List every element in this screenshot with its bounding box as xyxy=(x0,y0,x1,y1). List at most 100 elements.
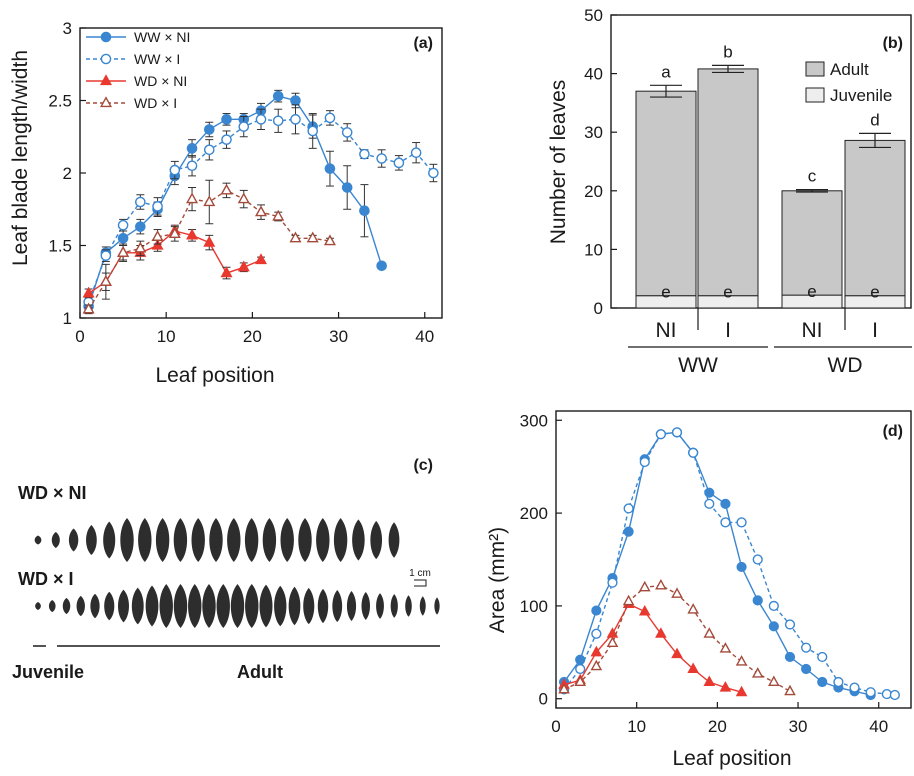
panel-a-xlabel: Leaf position xyxy=(155,364,274,387)
legend-swatch xyxy=(805,87,825,103)
leaf-silhouette xyxy=(155,518,170,562)
leaf-silhouette xyxy=(118,589,129,623)
data-point xyxy=(272,115,284,127)
y-tick-label: 2 xyxy=(63,164,72,183)
leaf-silhouette xyxy=(376,593,384,619)
y-tick-label: 1.5 xyxy=(48,237,72,256)
leaf-silhouette xyxy=(317,588,329,624)
leaf-silhouette xyxy=(35,602,41,610)
data-point xyxy=(135,221,146,232)
leaf-silhouette xyxy=(62,597,71,615)
data-point xyxy=(186,228,199,240)
data-point xyxy=(376,260,387,272)
data-point xyxy=(622,594,635,606)
data-point xyxy=(719,642,732,653)
legend-marker xyxy=(99,96,113,108)
leaf-silhouette xyxy=(173,584,188,628)
leaf-silhouette xyxy=(48,599,56,613)
panel-d-label: (d) xyxy=(883,423,903,440)
data-point xyxy=(703,675,716,687)
data-point xyxy=(720,498,731,509)
panel-d: (d) Leaf position Area (mm²) 0 10 20 30 40 0 1… xyxy=(486,410,912,770)
leaf-silhouette xyxy=(316,518,330,562)
legend-marker xyxy=(100,31,112,43)
leaf-silhouette xyxy=(303,587,315,625)
data-point xyxy=(169,164,181,176)
data-point xyxy=(623,503,634,514)
leaf-silhouette xyxy=(76,595,85,617)
data-point xyxy=(341,182,353,193)
leaf-silhouette xyxy=(230,584,245,628)
scale-bar-label: 1 cm xyxy=(409,568,431,579)
legend-label: WD × NI xyxy=(134,73,187,89)
leaf-silhouette xyxy=(332,589,343,623)
data-point xyxy=(152,201,163,212)
data-point xyxy=(221,134,232,145)
significance-letter: a xyxy=(661,62,671,81)
series-wd_i xyxy=(82,179,336,315)
data-point xyxy=(135,196,146,208)
x-tick-label: 20 xyxy=(708,717,727,736)
leaf-silhouette xyxy=(434,597,440,615)
leaf-silhouette xyxy=(352,519,365,561)
data-point xyxy=(82,286,95,298)
x-tick-label: 30 xyxy=(789,717,808,736)
data-point xyxy=(607,577,618,588)
data-point xyxy=(889,689,900,701)
bar-adult xyxy=(635,90,697,297)
data-point xyxy=(687,662,699,674)
data-point xyxy=(324,163,336,174)
panel-a-label: (a) xyxy=(413,35,433,52)
significance-letter: c xyxy=(808,167,817,186)
data-point xyxy=(203,124,215,135)
data-point xyxy=(720,517,731,528)
significance-letter: e xyxy=(870,283,879,302)
data-point xyxy=(575,663,586,675)
data-point xyxy=(100,250,112,261)
data-point xyxy=(817,651,828,663)
leaf-silhouette xyxy=(173,518,188,562)
panel-a: (a) Leaf position Leaf blade length/widt… xyxy=(9,19,443,387)
row-wd-ni-label: WD × NI xyxy=(18,483,87,503)
leaf-silhouette xyxy=(262,518,277,562)
data-point xyxy=(590,659,603,671)
data-point xyxy=(186,160,198,172)
panel-a-frame xyxy=(79,27,443,319)
leaf-silhouette xyxy=(68,528,79,552)
data-point xyxy=(784,684,796,696)
data-point xyxy=(655,627,667,638)
panel-c: (c) WD × NI WD × I 1 cm Juvenile Adult xyxy=(12,457,440,682)
panel-b-frame xyxy=(610,14,912,309)
y-tick-label: 300 xyxy=(520,411,548,430)
data-point xyxy=(833,676,844,688)
leaf-silhouette xyxy=(227,518,241,562)
series-line-wd_ni xyxy=(563,603,742,693)
data-point xyxy=(341,127,353,138)
data-point xyxy=(323,234,336,246)
legend-label: WW × I xyxy=(134,51,180,67)
data-point xyxy=(671,587,683,598)
y-tick-label: 0 xyxy=(539,690,548,709)
data-point xyxy=(638,604,651,616)
data-point xyxy=(151,230,164,241)
group-label: WD xyxy=(828,354,863,377)
y-tick-label: 40 xyxy=(584,65,603,84)
data-point xyxy=(688,447,699,458)
data-point xyxy=(801,663,812,675)
data-point xyxy=(220,266,233,278)
leaf-silhouette xyxy=(361,592,370,620)
data-point xyxy=(606,636,619,648)
significance-letter: e xyxy=(723,283,732,302)
group-label: WW xyxy=(678,354,718,377)
x-tick-label: 40 xyxy=(415,327,434,346)
series-ww_ni xyxy=(558,427,876,701)
legend-label: Juvenile xyxy=(830,86,892,105)
data-point xyxy=(237,260,250,272)
significance-letter: d xyxy=(870,110,879,129)
category-label: I xyxy=(725,319,731,342)
leaf-silhouette xyxy=(138,518,152,562)
panel-d-frame xyxy=(555,410,912,709)
y-tick-label: 50 xyxy=(584,6,603,25)
legend-marker xyxy=(100,53,112,65)
